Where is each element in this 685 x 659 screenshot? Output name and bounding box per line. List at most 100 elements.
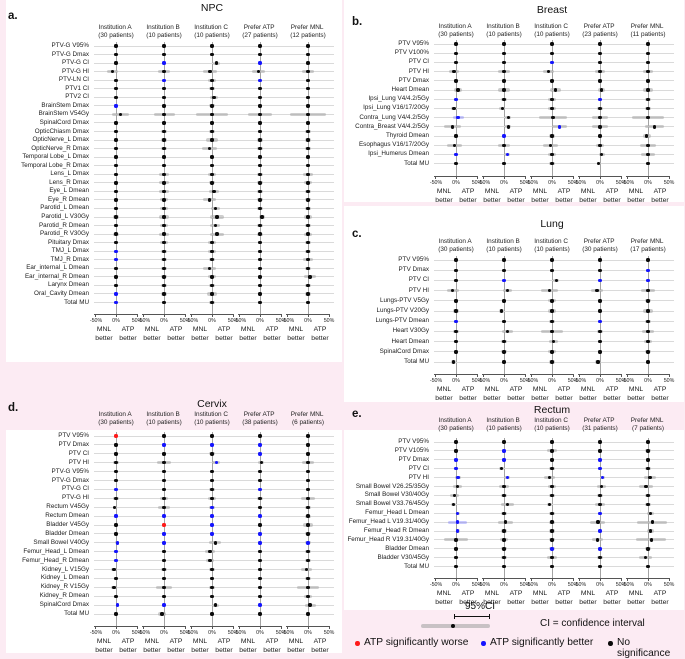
data-point-black [258,594,262,598]
axis-tick-label: 0% [452,180,460,186]
row-line [94,156,142,158]
row-line [434,557,482,559]
data-point-blue [258,514,262,518]
data-point-blue [162,532,166,536]
data-point-blue [162,443,166,447]
panel-title: NPC [200,2,224,14]
data-point-blue [502,449,506,453]
axis-tick [573,177,574,180]
data-point-black [114,240,118,245]
data-point-blue [114,487,118,492]
row-label: Lens_R Dmax [49,178,89,186]
legend-dot-better [481,641,486,646]
data-point-black [598,51,602,55]
data-point-black [162,146,166,151]
data-point-black [258,612,262,616]
row-label: OpticNerve_L Dmax [32,136,89,144]
axis-tick-label: 50% [663,582,675,588]
data-point-black [258,129,262,134]
axis-tick-label: 50% [471,180,483,186]
row-line [142,533,190,535]
axis-tick [648,579,649,582]
data-point-black [550,538,554,542]
x-axis: -50% 0% 50% MNL ATP better better [138,314,190,342]
data-point-black [502,161,506,166]
data-point-black [306,258,310,262]
axis-tick-label: -50% [477,582,491,588]
data-point-black [646,350,650,354]
data-point-blue [114,104,118,108]
zero-axis-line [600,256,601,374]
data-point-black [114,129,118,134]
data-point-black [162,300,166,305]
data-point-blue [214,461,218,465]
zero-axis-line [260,42,261,314]
row-label: PTV-G HI [62,494,89,502]
data-point-black [646,106,650,111]
data-point-black [306,496,310,500]
column-header: Institution C (10 patients) [534,238,570,253]
data-point-blue [598,511,602,515]
row-label: PTV-G CI [62,485,89,493]
row-line [482,107,530,109]
row-line [286,480,334,481]
axis-better-right: better [555,197,573,204]
data-point-black [306,283,310,288]
axis-group-left: MNL [628,386,644,393]
axis-tick-label: -50% [89,630,103,636]
row-label: TMJ_R Dmax [50,255,89,263]
axis-tick [531,177,532,180]
data-point-black [208,558,212,563]
data-point-black [162,52,166,57]
column-header: Prefer MNL (11 patients) [630,23,666,38]
data-point-black [646,60,650,65]
data-point-black [306,189,310,194]
column-header: Prefer MNL (17 patients) [630,238,666,253]
row-line [238,515,286,517]
row-line [238,88,286,90]
row-line [142,551,190,553]
data-point-black [210,44,214,48]
panel-letter: a. [8,10,18,22]
axis-tick-label: -50% [89,318,103,324]
column-header: Institution B (10 patients) [146,411,182,426]
row-line [238,444,286,446]
data-point-black [207,146,212,151]
row-line [530,71,578,73]
axis-tick [669,177,670,180]
data-point-black [306,52,310,57]
row-line [482,300,530,302]
data-point-blue [646,268,650,272]
axis-tick-label: 0% [304,630,312,636]
data-point-black [648,511,653,515]
data-point-blue [258,452,262,456]
row-line [286,435,334,437]
data-point-black [210,594,214,598]
data-point-black [214,206,218,211]
data-point-black [306,505,310,509]
data-point-blue [502,278,506,283]
data-point-black [499,309,504,313]
axis-group-right: ATP [169,638,183,645]
data-point-black [646,42,650,46]
axis-better-left: better [531,599,549,606]
axis-group-right: ATP [605,386,619,393]
data-point-black [162,164,166,168]
row-line [94,122,142,124]
axis-tick [579,177,580,180]
data-point-black [551,339,556,344]
data-point-black [162,258,166,262]
column-header: Prefer MNL (12 patients) [290,24,326,39]
data-point-black [306,121,310,125]
data-point-black [306,172,310,176]
axis-better-left: better [483,599,501,606]
data-point-black [162,496,166,500]
data-point-black [258,232,262,236]
axis-tick-label: -50% [233,630,247,636]
data-point-black [550,440,554,444]
axis-group-right: ATP [313,326,327,333]
data-point-blue [598,278,602,283]
zero-axis-line [600,438,601,578]
axis-group-right: ATP [313,638,327,645]
axis-tick [477,579,478,582]
